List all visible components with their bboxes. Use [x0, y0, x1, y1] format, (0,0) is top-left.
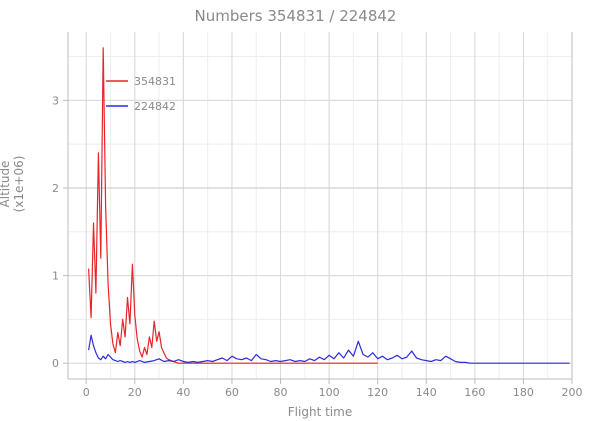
legend-label-224842: 224842	[134, 100, 176, 113]
x-tick-label: 80	[274, 386, 288, 399]
x-tick-label: 20	[128, 386, 142, 399]
x-tick-label: 100	[319, 386, 340, 399]
x-tick-label: 180	[513, 386, 534, 399]
chart-title: Numbers 354831 / 224842	[194, 7, 397, 25]
y-tick-label: 0	[52, 357, 59, 370]
x-tick-label: 0	[83, 386, 90, 399]
series-line-354831	[88, 47, 378, 364]
y-tick-label: 3	[52, 94, 59, 107]
series-line-224842	[88, 334, 570, 364]
y-tick-label: 2	[52, 182, 59, 195]
x-tick-label: 200	[562, 386, 583, 399]
x-tick-label: 40	[176, 386, 190, 399]
x-tick-label: 140	[416, 386, 437, 399]
x-tick-label: 60	[225, 386, 239, 399]
legend-label-354831: 354831	[134, 75, 176, 88]
x-tick-label: 160	[464, 386, 485, 399]
x-axis-label: Flight time	[287, 405, 353, 419]
y-tick-label: 1	[52, 270, 59, 283]
x-tick-label: 120	[367, 386, 388, 399]
